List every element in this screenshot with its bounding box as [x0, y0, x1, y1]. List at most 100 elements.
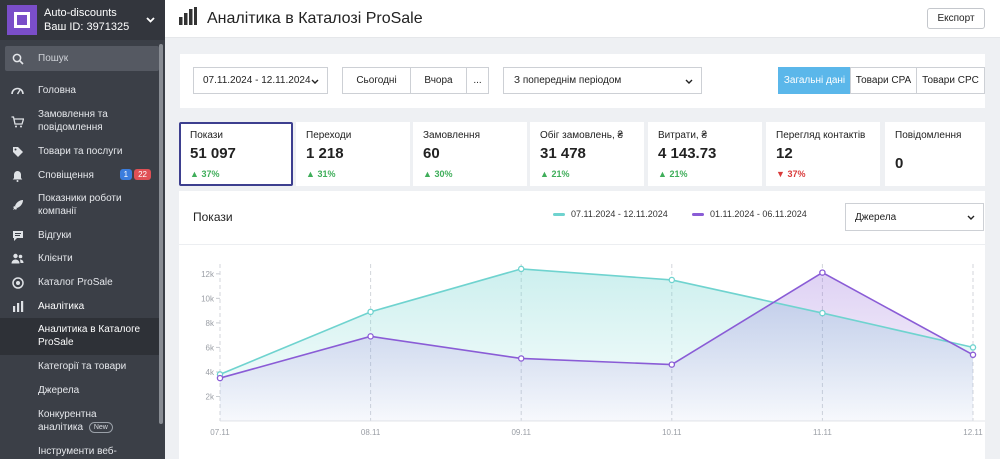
metric-cards: Покази 51 097 ▲ 37% Переходи 1 218 ▲ 31%…	[179, 122, 985, 186]
metric-change: ▲ 21%	[540, 169, 570, 179]
sidebar-search[interactable]	[5, 46, 159, 71]
data-point-1-2	[517, 355, 525, 362]
arrow-up-icon: ▲	[540, 169, 549, 179]
bar-chart-icon	[11, 300, 24, 313]
sidebar-item-label: Каталог ProSale	[38, 277, 113, 288]
sidebar-item-catalog[interactable]: Каталог ProSale	[0, 276, 159, 289]
yesterday-button[interactable]: Вчора	[410, 67, 467, 94]
sidebar-item-analytics[interactable]: Аналітика	[0, 300, 159, 313]
sidebar-subitem-label: Категорії та товари	[38, 361, 127, 372]
arrow-up-icon: ▲	[306, 169, 315, 179]
compare-period-select[interactable]: З попереднім періодом	[503, 67, 702, 94]
sidebar-item-company-performance[interactable]: Показники роботи компанії	[0, 192, 159, 218]
sidebar-subitem-label: Аналитика в Каталоге ProSale	[38, 324, 141, 348]
sidebar-item-label: Клієнти	[38, 253, 73, 264]
metric-title: Перегляд контактів	[776, 130, 866, 141]
chevron-down-icon	[967, 212, 975, 222]
sidebar-scrollbar[interactable]	[159, 44, 163, 424]
sidebar-subitem-sources[interactable]: Джерела	[0, 384, 159, 397]
metric-card-orders[interactable]: Замовлення 60 ▲ 30%	[413, 122, 527, 186]
series-line-0	[219, 268, 974, 376]
chart-title: Покази	[193, 210, 233, 224]
today-label: Сьогодні	[356, 75, 397, 86]
sidebar-item-clients[interactable]: Клієнти	[0, 252, 159, 265]
date-range-select[interactable]: 07.11.2024 - 12.11.2024	[193, 67, 328, 94]
data-point-1-3	[668, 361, 676, 368]
legend-item-current[interactable]: 07.11.2024 - 12.11.2024	[553, 209, 668, 219]
notification-count-badge: 1	[119, 169, 133, 180]
legend-label: 07.11.2024 - 12.11.2024	[571, 209, 668, 219]
chevron-down-icon	[685, 76, 693, 86]
sidebar-item-products[interactable]: Товари та послуги	[0, 145, 159, 158]
comment-icon	[11, 229, 24, 242]
date-range-value: 07.11.2024 - 12.11.2024	[203, 75, 311, 86]
data-point-1-5	[969, 351, 977, 359]
data-point-0-3	[668, 276, 676, 284]
arrow-up-icon: ▲	[190, 169, 199, 179]
metric-value: 4 143.73	[658, 145, 717, 162]
metric-title: Замовлення	[423, 130, 480, 141]
metric-value: 51 097	[190, 145, 236, 162]
sidebar: Auto-discounts Ваш ID: 3971325 Головна З…	[0, 0, 165, 459]
source-select-value: Джерела	[855, 211, 897, 223]
x-tick-label: 07.11	[210, 428, 230, 437]
today-button[interactable]: Сьогодні	[342, 67, 411, 94]
sidebar-subitem-categories[interactable]: Категорії та товари	[0, 360, 159, 373]
main-content: Аналітика в Каталозі ProSale Експорт 07.…	[165, 0, 1000, 459]
sidebar-item-label: Головна	[38, 85, 76, 96]
sidebar-item-home[interactable]: Головна	[0, 84, 159, 97]
x-tick-label: 12.11	[963, 428, 983, 437]
more-label: ...	[473, 75, 482, 86]
cart-icon	[11, 115, 24, 128]
metric-value: 31 478	[540, 145, 586, 162]
metric-card-turnover[interactable]: Обіг замовлень, ₴ 31 478 ▲ 21%	[530, 122, 644, 186]
search-input[interactable]	[38, 53, 148, 64]
sidebar-subitem-catalog-analytics[interactable]: Аналитика в Каталоге ProSale	[0, 318, 159, 355]
metric-card-contact-views[interactable]: Перегляд контактів 12 ▼ 37%	[766, 122, 880, 186]
data-point-1-0	[216, 374, 224, 382]
sidebar-item-reviews[interactable]: Відгуки	[0, 229, 159, 242]
sidebar-item-orders[interactable]: Замовлення та повідомлення	[0, 108, 159, 134]
page-header: Аналітика в Каталозі ProSale Експорт	[165, 0, 1000, 38]
data-point-0-1	[367, 308, 374, 316]
analytics-icon	[179, 7, 197, 30]
metric-change: ▲ 30%	[423, 169, 453, 179]
sidebar-subitem-web-tools[interactable]: Інструменти веб-	[0, 445, 159, 458]
metric-card-impressions[interactable]: Покази 51 097 ▲ 37%	[179, 122, 293, 186]
new-badge: New	[88, 421, 113, 433]
data-point-1-1	[367, 333, 374, 340]
y-tick-label: 10k	[201, 294, 215, 303]
tab-cpc-products[interactable]: Товари CPC	[916, 67, 985, 94]
arrow-up-icon: ▲	[658, 169, 667, 179]
chevron-down-icon	[311, 76, 319, 86]
sidebar-subitem-label: Інструменти веб-	[38, 446, 117, 457]
tab-label: Товари CPC	[922, 75, 979, 86]
compare-period-value: З попереднім періодом	[514, 75, 622, 86]
y-tick-label: 6k	[206, 343, 215, 352]
sidebar-item-notifications[interactable]: Сповіщення 1 22	[0, 169, 159, 182]
app-logo	[7, 5, 37, 35]
account-switcher[interactable]: Auto-discounts Ваш ID: 3971325	[0, 0, 165, 40]
more-periods-button[interactable]: ...	[466, 67, 489, 94]
chart-panel: Покази 07.11.2024 - 12.11.2024 01.11.202…	[179, 191, 985, 459]
series-area-1	[220, 272, 973, 421]
arrow-down-icon: ▼	[776, 169, 785, 179]
sidebar-subitem-competitive[interactable]: Конкурентна аналітика New	[0, 408, 140, 434]
tab-cpa-products[interactable]: Товари CPA	[850, 67, 917, 94]
metric-title: Витрати, ₴	[658, 130, 708, 141]
metric-change: ▲ 31%	[306, 169, 336, 179]
metric-card-expenses[interactable]: Витрати, ₴ 4 143.73 ▲ 21%	[648, 122, 762, 186]
legend-label: 01.11.2024 - 06.11.2024	[710, 209, 807, 219]
metric-title: Повідомлення	[895, 130, 962, 141]
legend-swatch-current	[553, 212, 565, 216]
metric-card-messages[interactable]: Повідомлення 0	[885, 122, 985, 186]
chevron-down-icon[interactable]	[146, 15, 155, 26]
legend-item-previous[interactable]: 01.11.2024 - 06.11.2024	[692, 209, 807, 219]
metric-change: ▼ 37%	[776, 169, 806, 179]
y-tick-label: 12k	[201, 270, 215, 279]
metric-card-clicks[interactable]: Переходи 1 218 ▲ 31%	[296, 122, 410, 186]
tab-general-data[interactable]: Загальні дані	[778, 67, 851, 94]
source-select[interactable]: Джерела	[845, 203, 984, 231]
metric-value: 0	[895, 155, 904, 172]
export-button[interactable]: Експорт	[927, 8, 985, 29]
